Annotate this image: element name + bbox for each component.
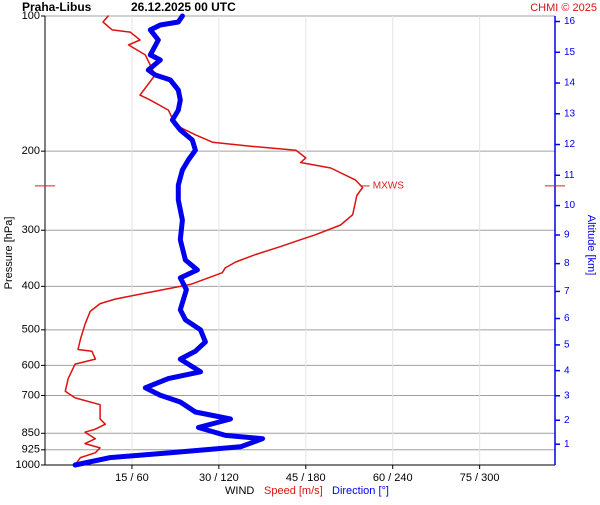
y2-tick-label: 10 <box>564 200 576 211</box>
y-tick-label: 925 <box>22 444 40 456</box>
y-tick-label: 600 <box>22 359 40 371</box>
x-tick-label: 60 / 240 <box>373 472 413 484</box>
y2-tick-label: 14 <box>564 78 576 89</box>
x-tick-label: 45 / 180 <box>286 472 326 484</box>
x-tick-label: 30 / 120 <box>199 472 239 484</box>
y-tick-label: 400 <box>22 280 40 292</box>
y2-tick-label: 3 <box>564 390 570 401</box>
legend-entry: Speed [m/s] <box>264 485 323 497</box>
y2-tick-label: 2 <box>564 415 570 426</box>
chart-title: Praha-Libus <box>22 0 92 14</box>
y2-tick-label: 7 <box>564 286 570 297</box>
y2-tick-label: 9 <box>564 230 570 241</box>
x-tick-label: 75 / 300 <box>460 472 500 484</box>
mxws-label: MXWS <box>373 181 404 192</box>
y2-tick-label: 8 <box>564 258 570 269</box>
y-tick-label: 1000 <box>16 459 40 471</box>
profile-line <box>64 15 364 466</box>
y2-tick-label: 13 <box>564 108 576 119</box>
y2-tick-label: 15 <box>564 47 576 58</box>
x-tick-label: 15 / 60 <box>115 472 149 484</box>
y-tick-label: 300 <box>22 224 40 236</box>
x-axis-label: WIND <box>225 485 254 497</box>
y-tick-label: 200 <box>22 145 40 157</box>
y-tick-label: 500 <box>22 324 40 336</box>
y2-axis-label: Altitude [km] <box>585 215 597 276</box>
y-tick-label: 100 <box>22 10 40 22</box>
chart-subtitle: 26.12.2025 00 UTC <box>131 0 236 14</box>
y2-tick-label: 5 <box>564 340 570 351</box>
y2-tick-label: 16 <box>564 16 576 27</box>
credit: CHMI © 2025 <box>530 2 597 14</box>
y2-tick-label: 4 <box>564 365 570 376</box>
y-tick-label: 700 <box>22 389 40 401</box>
y2-tick-label: 1 <box>564 439 570 450</box>
y2-tick-label: 11 <box>564 170 575 181</box>
legend-entry: Direction [°] <box>332 485 389 497</box>
y2-tick-label: 6 <box>564 313 570 324</box>
y2-tick-label: 12 <box>564 139 576 150</box>
y-tick-label: 850 <box>22 427 40 439</box>
y-axis-label: Pressure [hPa] <box>3 217 15 290</box>
profile-line <box>72 13 266 468</box>
